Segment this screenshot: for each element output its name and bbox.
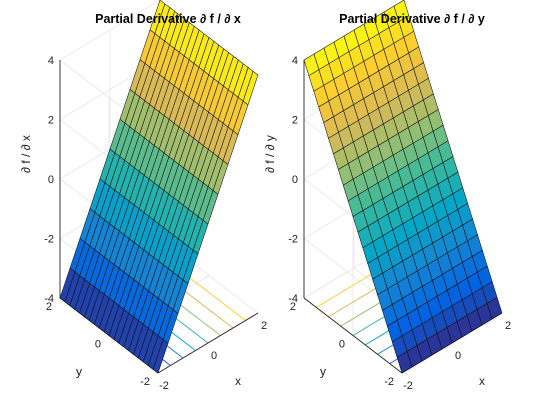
- y-tick-label: 0: [339, 339, 345, 351]
- x-tick-label: 0: [455, 350, 461, 362]
- chart-title-x: Partial Derivative ∂ f / ∂ x: [95, 12, 241, 26]
- surface-0: [59, 0, 259, 374]
- x-axis-label: x: [479, 374, 485, 388]
- y-tick-label: 2: [46, 301, 52, 313]
- z-tick-label: 0: [292, 174, 298, 186]
- tick-labels-0: -4 -2 0 2 4 -2 0 2 -2 0 2: [44, 55, 267, 392]
- panel-partial-x: -4 -2 0 2 4 -2 0 2 -2 0 2 x y ∂ f / ∂ x Partial Deriva…: [19, 0, 267, 392]
- z-axis-label: ∂ f / ∂ x: [19, 135, 33, 173]
- surface-patch: [242, 70, 259, 106]
- z-tick-label: 0: [48, 174, 54, 186]
- y-tick-label: -2: [140, 376, 150, 388]
- z-axis-label: ∂ f / ∂ y: [263, 135, 277, 173]
- x-tick-label: -2: [403, 380, 413, 392]
- y-axis-line: [303, 297, 403, 374]
- surface-1: [303, 0, 503, 374]
- z-tick-label: 4: [48, 55, 54, 67]
- x-axis-label: x: [235, 374, 241, 388]
- tick-labels-1: -4 -2 0 2 4 -2 0 2 -2 0 2: [288, 55, 511, 392]
- x-tick-label: 2: [505, 320, 511, 332]
- x-tick-label: 2: [261, 320, 267, 332]
- panel-partial-y: -4 -2 0 2 4 -2 0 2 -2 0 2 x y ∂ f / ∂ y Partial Deriva…: [263, 0, 511, 392]
- chart-title-y: Partial Derivative ∂ f / ∂ y: [339, 12, 485, 26]
- axis-labels-1: x y ∂ f / ∂ y: [263, 135, 485, 388]
- y-axis-label: y: [320, 365, 326, 379]
- grid-line: [59, 0, 161, 61]
- z-tick-label: -2: [44, 234, 54, 246]
- z-tick-label: -4: [288, 293, 298, 305]
- x-tick-label: 0: [211, 350, 217, 362]
- y-tick-label: -2: [384, 376, 394, 388]
- z-tick-label: -4: [44, 293, 54, 305]
- z-tick-label: -2: [288, 234, 298, 246]
- x-axis-line: [157, 312, 259, 374]
- z-tick-label: 2: [292, 115, 298, 127]
- surface-patch: [486, 296, 503, 320]
- x-tick-label: -2: [159, 380, 169, 392]
- z-tick-label: 4: [292, 55, 298, 67]
- z-tick-label: 2: [48, 115, 54, 127]
- y-tick-label: 0: [95, 339, 101, 351]
- y-axis-label: y: [76, 365, 82, 379]
- axis-labels-0: x y ∂ f / ∂ x: [19, 135, 241, 388]
- y-tick-label: 2: [290, 301, 296, 313]
